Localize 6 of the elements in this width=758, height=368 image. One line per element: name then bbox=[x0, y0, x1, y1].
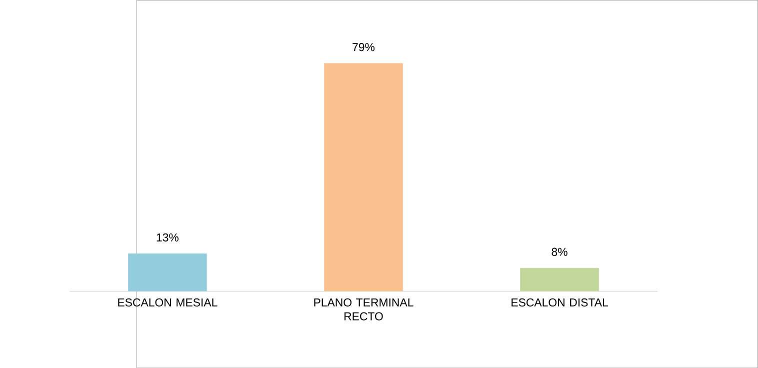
data-label: 8% bbox=[552, 248, 568, 256]
x-tick-label: ESCALON MESIAL bbox=[118, 298, 218, 306]
x-tick-label: ESCALON DISTAL bbox=[512, 298, 608, 306]
data-label: 79% bbox=[352, 42, 375, 52]
data-label: 13% bbox=[156, 233, 178, 242]
x-tick-label: PLANO TERMINAL RECTO bbox=[314, 298, 414, 320]
